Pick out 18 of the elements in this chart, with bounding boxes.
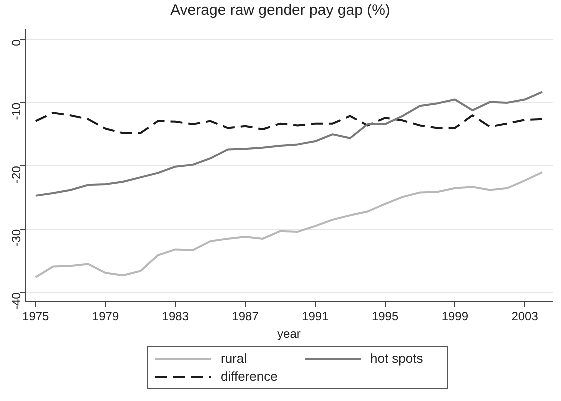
x-tick-label: 1979 — [92, 310, 120, 324]
x-tick-label: 1983 — [162, 310, 190, 324]
y-tick-label: -20 — [10, 166, 24, 184]
legend-label: difference — [221, 369, 278, 384]
y-tick-label: -30 — [10, 229, 24, 247]
x-tick-label: 1975 — [22, 310, 50, 324]
y-tick-label: -10 — [10, 102, 24, 120]
x-tick-label: 1991 — [302, 310, 330, 324]
x-tick-label: 1987 — [232, 310, 260, 324]
x-tick-label: 1995 — [372, 310, 399, 324]
x-tick-label: 1999 — [442, 310, 469, 324]
chart-title: Average raw gender pay gap (%) — [170, 2, 392, 19]
y-tick-label: 0 — [10, 39, 24, 46]
x-tick-label: 2003 — [512, 310, 539, 324]
y-tick-label: -40 — [10, 292, 24, 310]
x-axis-title: year — [278, 327, 301, 342]
legend-label: rural — [221, 351, 248, 366]
legend-label: hot spots — [370, 351, 424, 366]
